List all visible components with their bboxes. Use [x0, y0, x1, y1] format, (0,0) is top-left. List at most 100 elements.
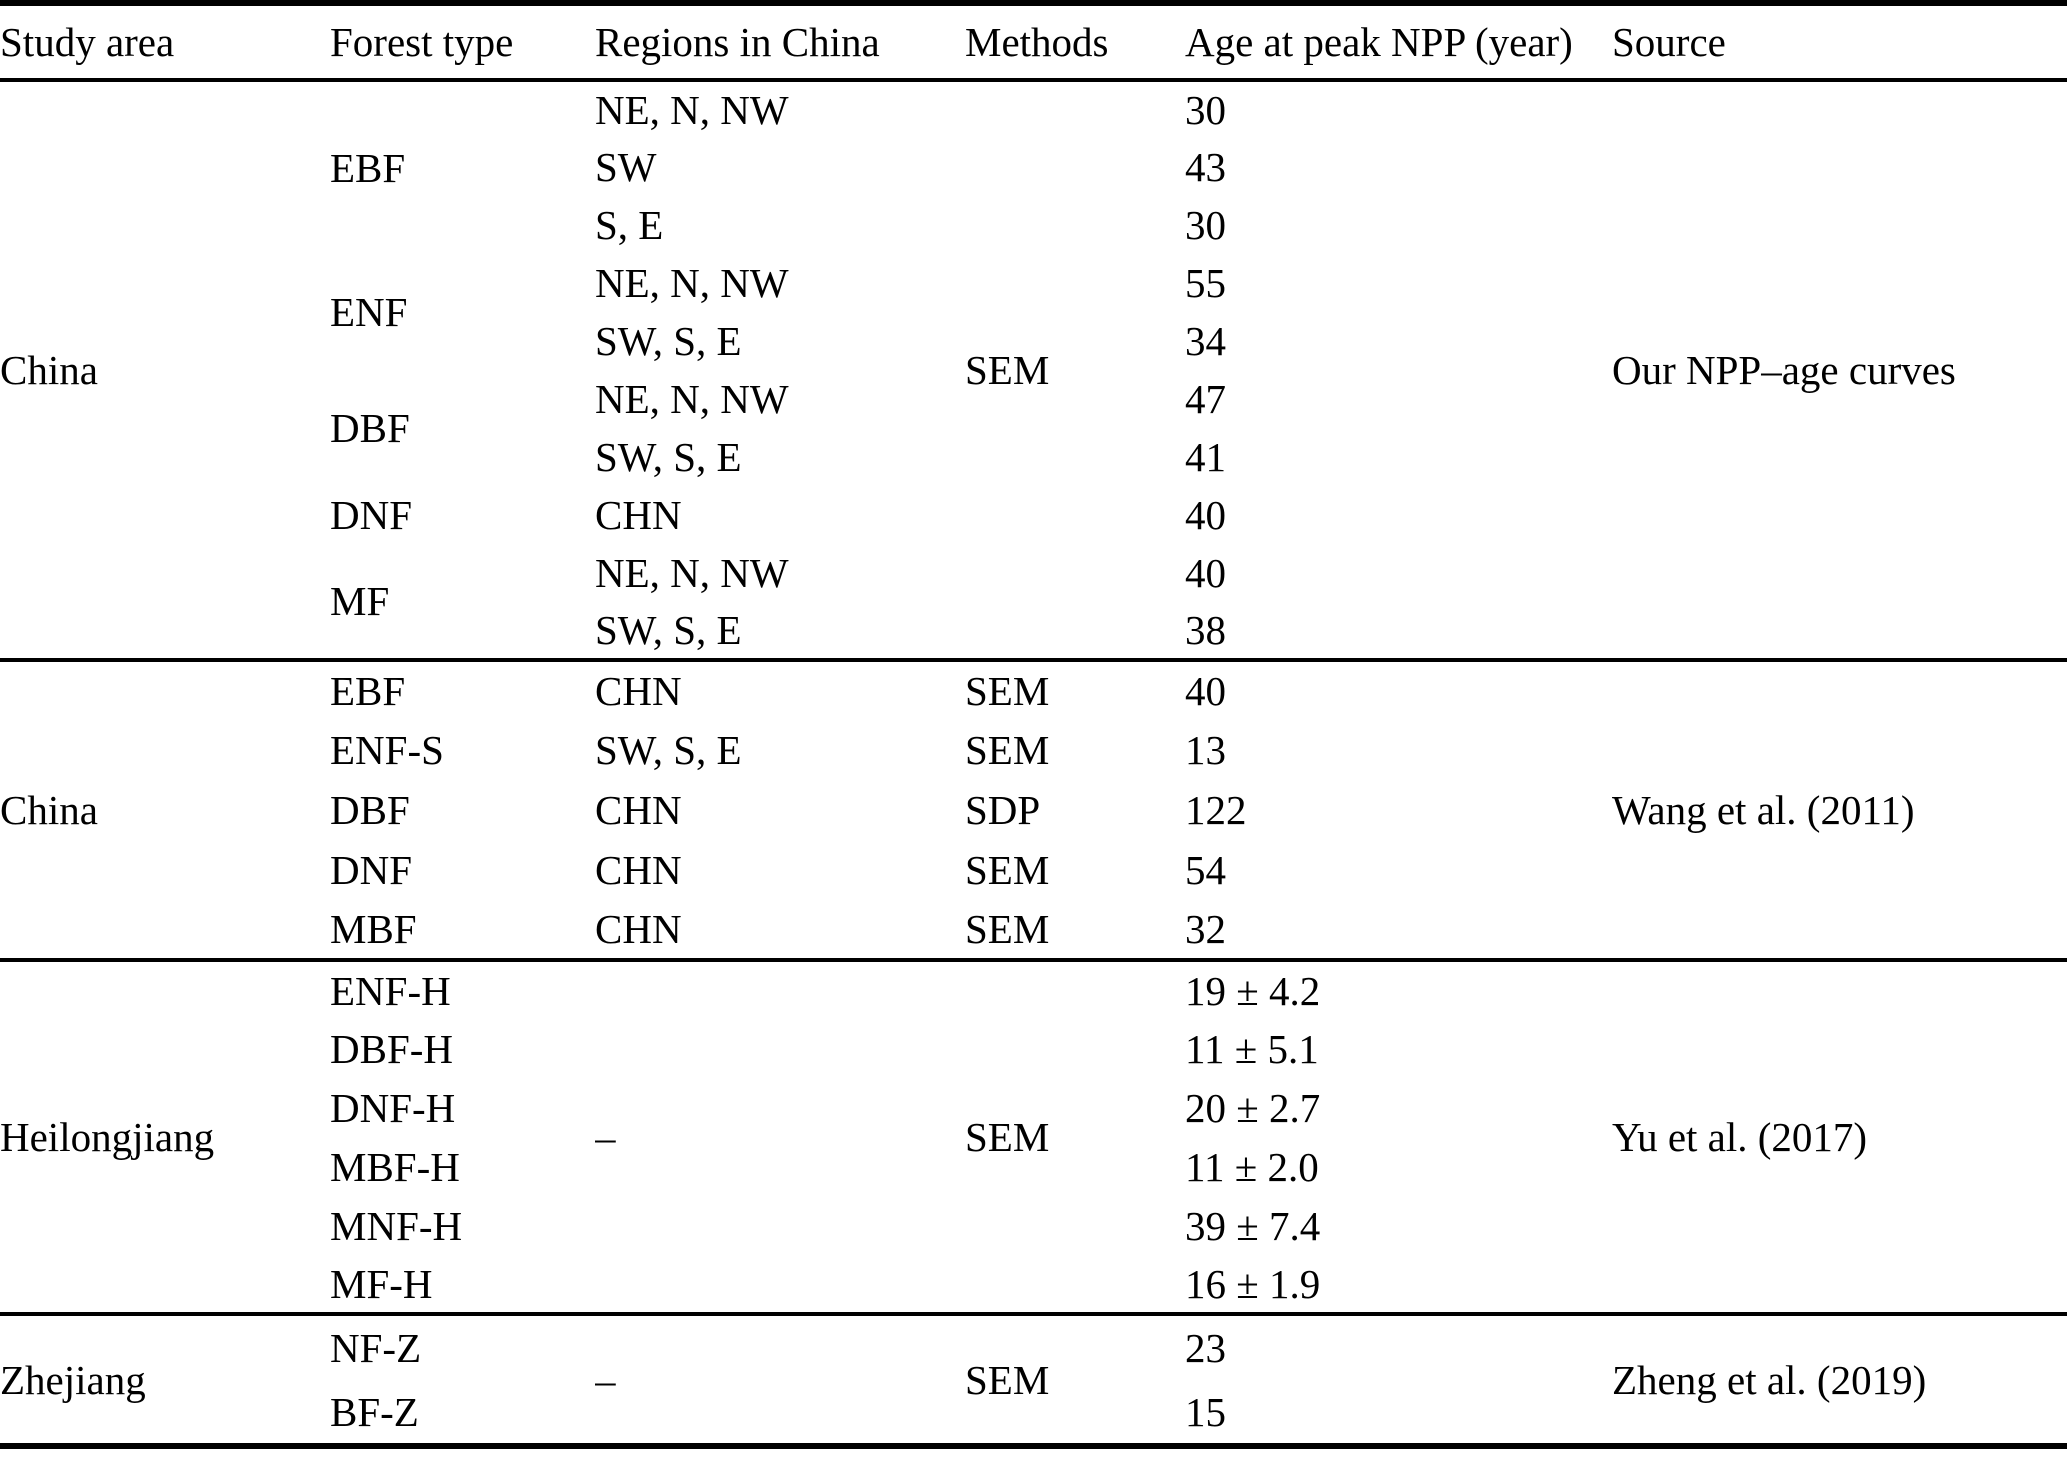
forest-type-cell: DBF-H — [330, 1025, 454, 1072]
col-header-forest-type: Forest type — [330, 19, 514, 65]
section-our-npp-age-curves: China EBF NE, N, NW SEM 30 Our NPP–age c… — [0, 80, 2067, 660]
region-cell: CHN — [595, 492, 682, 538]
forest-type-cell: MF — [330, 578, 390, 624]
age-cell: 16 ± 1.9 — [1185, 1260, 1321, 1307]
header-row: Study area Forest type Regions in China … — [0, 3, 2067, 80]
table-row: ENF NE, N, NW 55 — [0, 254, 2067, 335]
table-row: SW 43 — [0, 138, 2067, 196]
forest-type-cell: MBF — [330, 906, 417, 952]
method-cell: SEM — [965, 906, 1050, 952]
table-row: BF-Z 15 — [0, 1380, 2067, 1446]
age-cell: 39 ± 7.4 — [1185, 1202, 1321, 1249]
region-cell: NE, N, NW — [595, 87, 789, 133]
source-cell: Zheng et al. (2019) — [1612, 1356, 1927, 1403]
table-row: China EBF CHN SEM 40 Wang et al. (2011) — [0, 660, 2067, 833]
study-area-cell: China — [0, 347, 98, 393]
table-row: MBF CHN SEM 32 — [0, 900, 2067, 960]
region-cell: CHN — [595, 668, 682, 714]
age-cell: 47 — [1185, 376, 1226, 422]
forest-type-cell: DBF — [330, 405, 410, 451]
table-row: DBF-H 11 ± 5.1 — [0, 1019, 2067, 1078]
age-cell: 34 — [1185, 318, 1226, 364]
table-row: Zhejiang NF-Z – SEM 23 Zheng et al. (201… — [0, 1314, 2067, 1403]
col-header-source: Source — [1612, 19, 1726, 65]
col-header-age-peak: Age at peak NPP (year) — [1185, 19, 1573, 65]
region-cell: NE, N, NW — [595, 260, 789, 306]
region-cell: NE, N, NW — [595, 550, 789, 596]
age-cell: 19 ± 4.2 — [1185, 967, 1321, 1014]
study-area-cell: China — [0, 787, 98, 833]
age-cell: 40 — [1185, 492, 1226, 538]
method-cell: SEM — [965, 847, 1050, 893]
age-cell: 40 — [1185, 550, 1226, 596]
table-row: MNF-H 39 ± 7.4 — [0, 1196, 2067, 1255]
forest-type-cell: DNF — [330, 492, 413, 538]
age-cell: 30 — [1185, 87, 1226, 133]
method-cell: SEM — [965, 1114, 1050, 1160]
section-zheng-2019: Zhejiang NF-Z – SEM 23 Zheng et al. (201… — [0, 1314, 2067, 1446]
table-row: S, E 30 — [0, 196, 2067, 254]
region-cell: – — [595, 1114, 616, 1160]
region-cell: SW, S, E — [595, 607, 742, 653]
table-row: SW, S, E 34 — [0, 312, 2067, 370]
table-row: DBF CHN SDP 122 — [0, 780, 2067, 840]
table-row: MF-H 16 ± 1.9 — [0, 1255, 2067, 1314]
forest-type-cell: ENF-S — [330, 727, 444, 773]
forest-type-cell: NF-Z — [330, 1325, 422, 1371]
age-cell: 40 — [1185, 668, 1226, 714]
age-cell: 41 — [1185, 434, 1226, 480]
age-cell: 20 ± 2.7 — [1185, 1084, 1321, 1131]
study-area-cell: Heilongjiang — [0, 1114, 215, 1160]
forest-type-cell: DNF-H — [330, 1084, 456, 1131]
table-row: MBF-H 11 ± 2.0 — [0, 1137, 2067, 1196]
table-row: SW, S, E 38 — [0, 602, 2067, 660]
age-cell: 30 — [1185, 202, 1226, 248]
region-cell: – — [595, 1356, 616, 1403]
region-cell: CHN — [595, 847, 682, 893]
col-header-study-area: Study area — [0, 19, 175, 65]
col-header-methods: Methods — [965, 19, 1109, 65]
age-cell: 13 — [1185, 727, 1226, 773]
region-cell: SW — [595, 144, 657, 190]
region-cell: SW, S, E — [595, 318, 742, 364]
forest-type-cell: ENF-H — [330, 967, 451, 1014]
forest-type-cell: MF-H — [330, 1260, 433, 1307]
source-cell: Yu et al. (2017) — [1612, 1114, 1868, 1160]
table-row: DNF CHN SEM 54 — [0, 840, 2067, 900]
table-row: SW, S, E 41 — [0, 428, 2067, 486]
col-header-regions: Regions in China — [595, 19, 880, 65]
forest-type-cell: EBF — [330, 145, 406, 191]
source-cell: Wang et al. (2011) — [1612, 787, 1915, 833]
forest-type-cell: DBF — [330, 787, 410, 833]
age-cell: 11 ± 5.1 — [1185, 1025, 1319, 1072]
section-yu-2017: Heilongjiang ENF-H – SEM 19 ± 4.2 Yu et … — [0, 960, 2067, 1314]
forest-type-cell: EBF — [330, 668, 406, 714]
method-cell: SEM — [965, 347, 1050, 393]
method-cell: SEM — [965, 1356, 1050, 1403]
table-row: DNF CHN 40 — [0, 486, 2067, 544]
age-cell: 15 — [1185, 1388, 1226, 1435]
table-row: Heilongjiang ENF-H – SEM 19 ± 4.2 Yu et … — [0, 960, 2067, 1161]
study-area-cell: Zhejiang — [0, 1356, 146, 1403]
table-row: China EBF NE, N, NW SEM 30 Our NPP–age c… — [0, 80, 2067, 393]
region-cell: SW, S, E — [595, 434, 742, 480]
section-wang-2011: China EBF CHN SEM 40 Wang et al. (2011) … — [0, 660, 2067, 960]
table-row: DNF-H 20 ± 2.7 — [0, 1078, 2067, 1137]
region-cell: CHN — [595, 906, 682, 952]
method-cell: SEM — [965, 668, 1050, 714]
table-row: DBF NE, N, NW 47 — [0, 370, 2067, 451]
method-cell: SEM — [965, 727, 1050, 773]
region-cell: NE, N, NW — [595, 376, 789, 422]
age-cell: 54 — [1185, 847, 1226, 893]
age-cell: 11 ± 2.0 — [1185, 1143, 1319, 1190]
region-cell: SW, S, E — [595, 727, 742, 773]
method-cell: SDP — [965, 787, 1041, 833]
region-cell: S, E — [595, 202, 664, 248]
age-cell: 122 — [1185, 787, 1247, 833]
table-header: Study area Forest type Regions in China … — [0, 3, 2067, 80]
age-cell: 23 — [1185, 1325, 1226, 1371]
age-cell: 38 — [1185, 607, 1226, 653]
forest-type-cell: BF-Z — [330, 1388, 419, 1435]
age-cell: 32 — [1185, 906, 1226, 952]
